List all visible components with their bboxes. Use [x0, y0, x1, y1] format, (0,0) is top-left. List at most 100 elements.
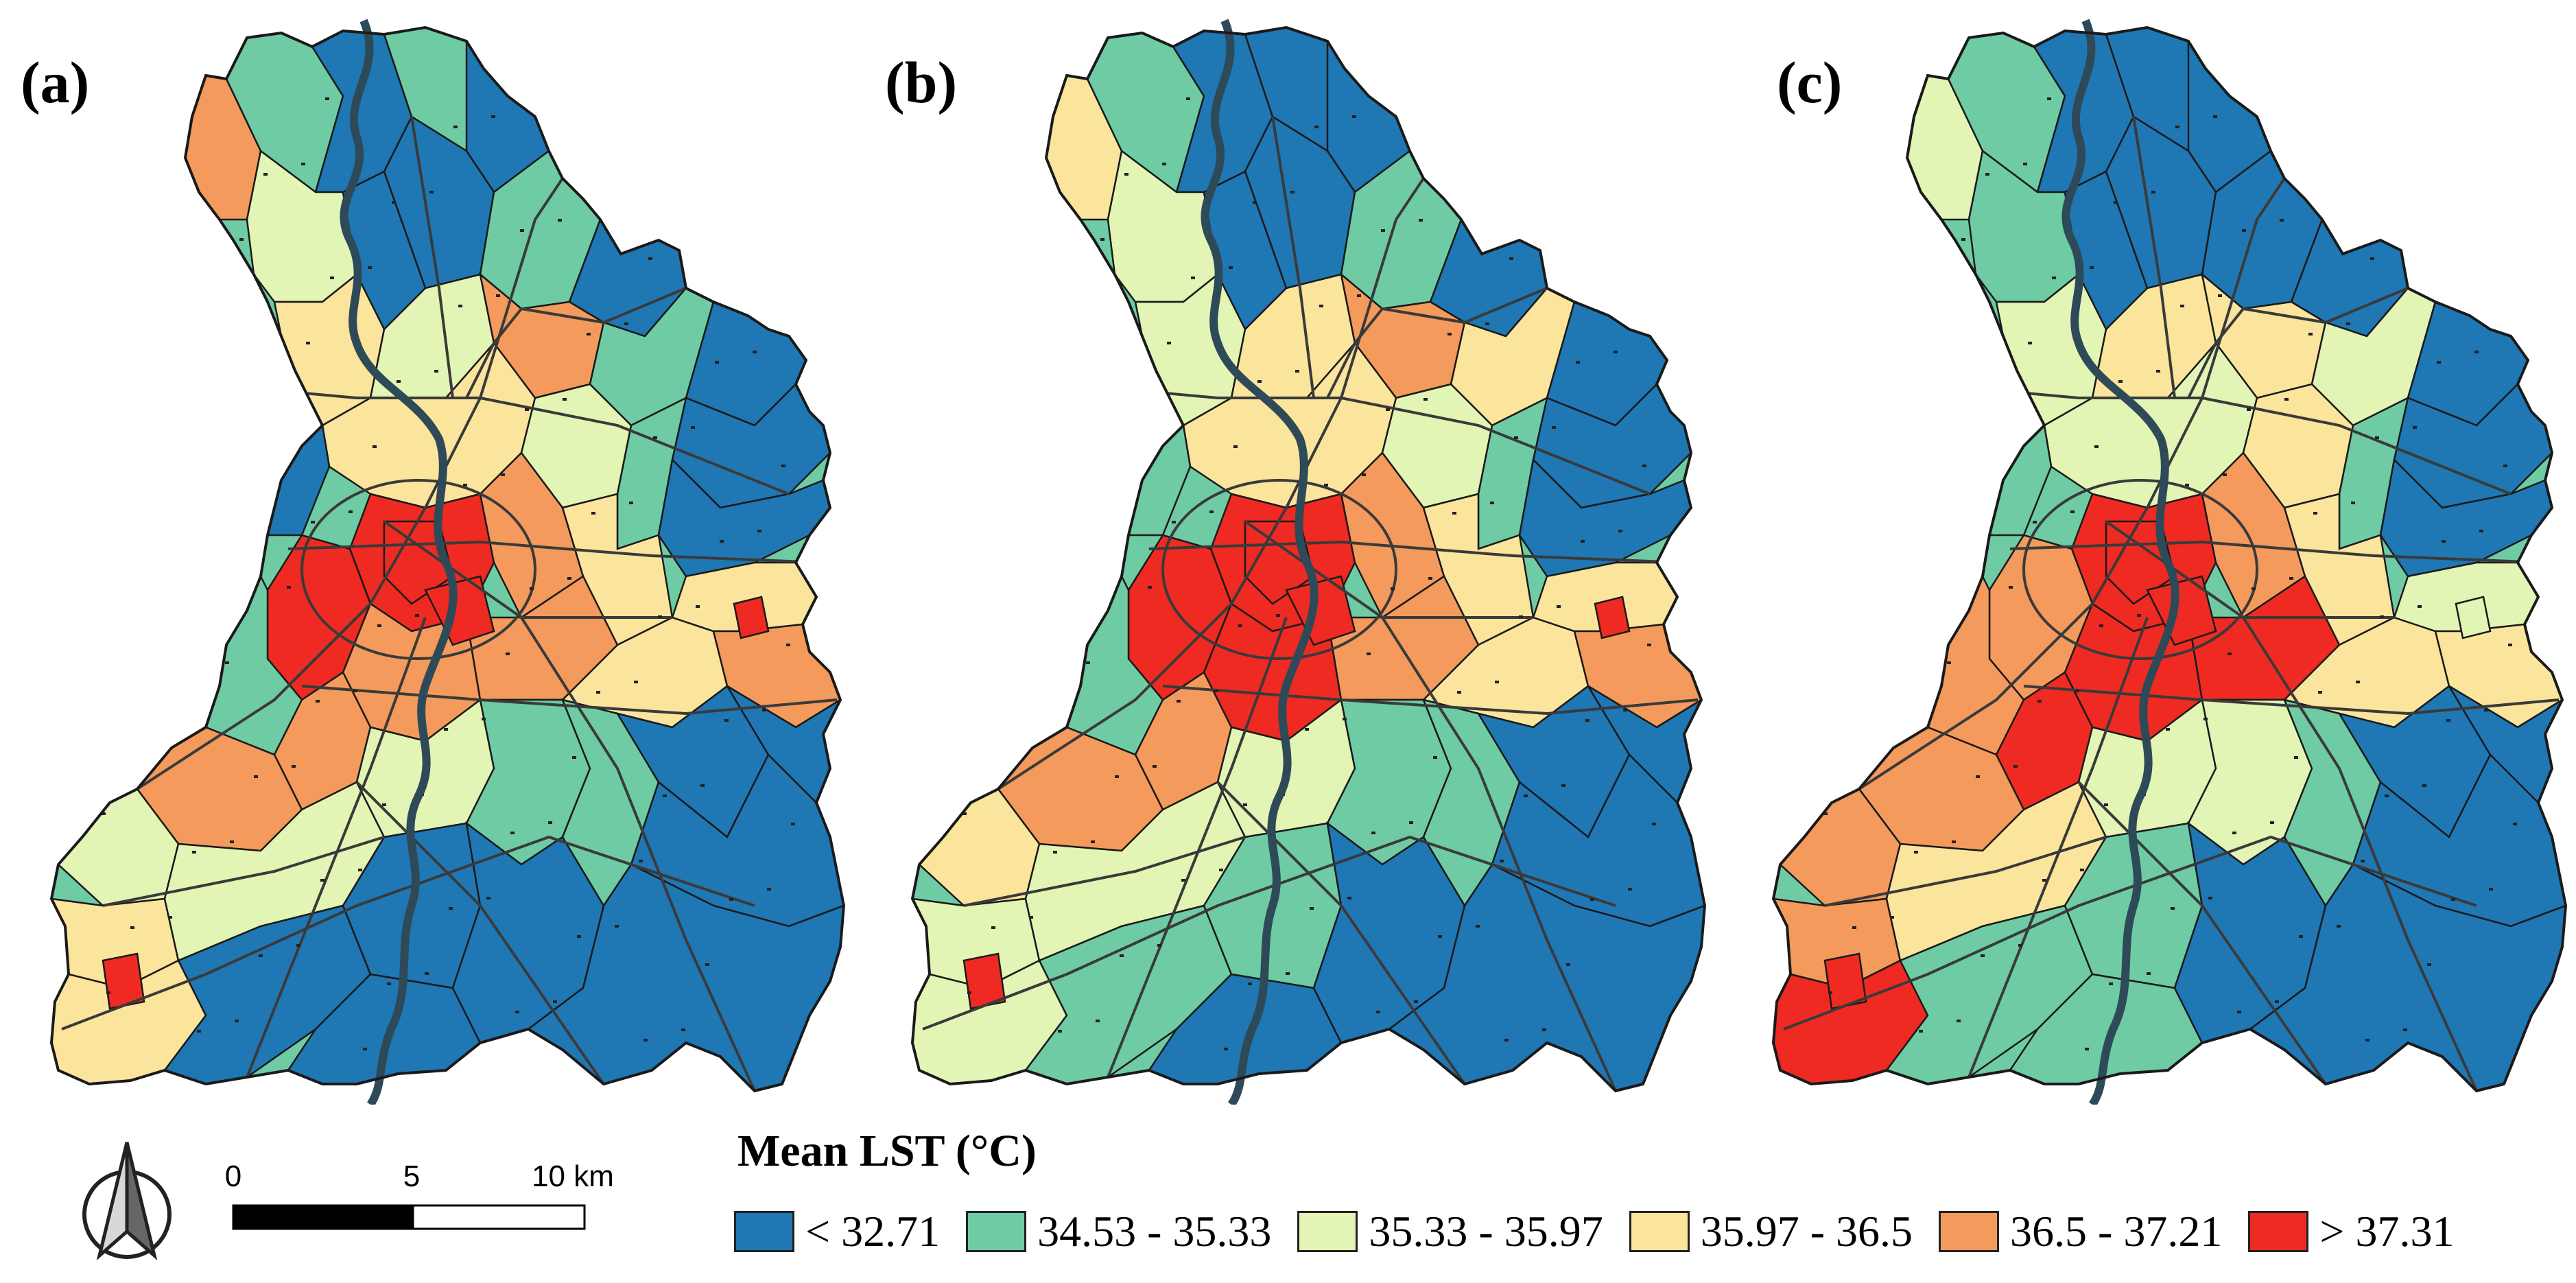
settlement-dot — [1100, 238, 1104, 241]
road-line — [1148, 540, 1685, 564]
settlement-dot — [991, 926, 995, 929]
settlement-dot — [2479, 530, 2483, 532]
settlement-dot — [2299, 935, 2303, 938]
settlement-dot — [316, 700, 320, 703]
settlement-dot — [705, 963, 709, 966]
map-panel-a — [49, 19, 846, 1105]
settlement-dot — [1890, 916, 1894, 919]
settlement-dot — [2166, 728, 2170, 731]
settlement-dot — [1895, 134, 1899, 137]
settlement-dot — [958, 633, 962, 636]
settlement-dot — [1034, 134, 1038, 137]
settlement-dot — [1276, 614, 1280, 617]
settlement-dot — [1248, 982, 1252, 985]
settlement-dot — [434, 370, 438, 373]
settlement-dot — [2228, 652, 2232, 655]
settlement-dot — [2114, 201, 2118, 204]
settlement-dot — [729, 898, 733, 901]
settlement-dot — [1043, 493, 1048, 495]
settlement-dot — [624, 322, 628, 325]
road-line — [2105, 520, 2394, 619]
settlement-dot — [82, 96, 86, 99]
settlement-dot — [515, 1011, 519, 1013]
settlement-dot — [2275, 1000, 2279, 1003]
settlement-dot — [415, 614, 419, 617]
settlement-dot — [2023, 163, 2027, 165]
legend-label: 34.53 - 35.33 — [1037, 1207, 1272, 1256]
settlement-dot — [748, 172, 752, 174]
settlement-dot — [363, 1048, 367, 1050]
settlement-dot — [368, 266, 372, 269]
road-line — [2077, 781, 2327, 1085]
settlement-dot — [182, 493, 187, 495]
legend-item: > 37.31 — [2248, 1206, 2454, 1257]
settlement-dot — [1547, 247, 1551, 250]
settlement-dot — [553, 1000, 557, 1003]
settlement-dot — [2094, 445, 2099, 448]
settlement-dot — [2341, 143, 2345, 146]
settlement-dot — [1480, 143, 1485, 146]
scale-tick-0: 0 — [224, 1160, 242, 1193]
panel-label-a: (a) — [21, 49, 90, 115]
settlement-dot — [629, 502, 633, 504]
settlement-dot — [1900, 314, 1904, 316]
settlement-dot — [215, 303, 220, 306]
settlement-dot — [491, 115, 495, 118]
settlement-dot — [1885, 737, 1889, 740]
settlement-dot — [126, 747, 130, 750]
settlement-dot — [1976, 775, 1980, 778]
study-area-outline — [1771, 25, 2568, 1093]
settlement-dot — [1423, 398, 1428, 401]
settlement-dot — [1819, 633, 1823, 636]
settlement-dot — [1048, 672, 1052, 674]
settlement-dot — [520, 229, 524, 232]
settlement-dot — [619, 143, 624, 146]
settlement-dot — [458, 305, 462, 307]
settlement-dot — [2280, 219, 2284, 222]
settlement-dot — [563, 398, 567, 401]
settlement-dot — [1214, 690, 1218, 692]
settlement-dot — [615, 925, 619, 928]
lst-zone — [1024, 904, 1233, 1085]
settlement-dot — [111, 210, 115, 213]
settlement-dot — [1058, 1030, 1062, 1033]
settlement-dot — [453, 126, 458, 128]
legend-label: < 32.71 — [805, 1207, 941, 1256]
road-line — [2187, 287, 2409, 399]
settlement-dot — [1500, 860, 1504, 862]
settlement-dot — [1162, 163, 1166, 165]
settlement-dot — [311, 521, 315, 523]
settlement-dot — [777, 285, 781, 288]
settlement-dot — [577, 935, 581, 938]
settlement-dot — [567, 577, 571, 580]
road-line — [520, 616, 756, 1091]
settlement-dot — [1305, 728, 1309, 731]
road-line — [1845, 506, 1984, 578]
settlement-dot — [2042, 879, 2046, 882]
settlement-dot — [786, 644, 790, 646]
settlement-dot — [1257, 380, 1262, 383]
road-line — [2023, 685, 2560, 716]
settlement-dot — [320, 879, 324, 882]
settlement-dot — [2408, 247, 2412, 250]
river — [1201, 19, 1319, 1105]
settlement-dot — [700, 784, 705, 787]
settlement-dot — [1238, 624, 1242, 627]
settlement-dot — [2109, 982, 2113, 985]
settlement-dot — [225, 661, 229, 664]
road-line — [102, 836, 385, 907]
settlement-dot — [1457, 691, 1461, 694]
settlement-dot — [2337, 925, 2341, 928]
settlement-dot — [582, 154, 586, 156]
settlement-dot — [2470, 172, 2474, 174]
settlement-dot — [1838, 389, 1842, 392]
settlement-dot — [154, 379, 158, 381]
settlement-dot — [1376, 1011, 1380, 1013]
road-line — [1381, 616, 1617, 1091]
river — [2061, 19, 2179, 1105]
settlement-dot — [1443, 154, 1447, 156]
settlement-dot — [1224, 1048, 1228, 1050]
settlement-dot — [1647, 644, 1651, 646]
settlement-dot — [1233, 445, 1238, 448]
settlement-dot — [1652, 823, 1656, 825]
